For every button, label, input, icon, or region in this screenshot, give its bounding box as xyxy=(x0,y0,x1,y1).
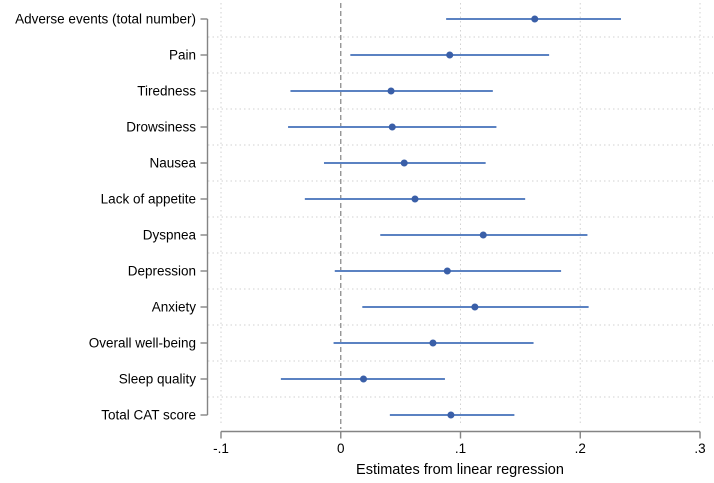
category-label: Sleep quality xyxy=(119,372,197,387)
x-tick-label: 0 xyxy=(337,441,345,456)
category-label: Lack of appetite xyxy=(101,192,196,207)
category-label: Overall well-being xyxy=(89,336,196,351)
point-estimate-marker xyxy=(360,375,368,383)
point-estimate-marker xyxy=(388,123,396,131)
x-tick-label: .3 xyxy=(694,441,705,456)
category-label: Tiredness xyxy=(137,84,196,99)
point-estimate-marker xyxy=(411,195,419,203)
label-layer: Adverse events (total number) Pain Tiredne… xyxy=(15,12,705,457)
data-layer xyxy=(280,15,621,419)
point-estimate-marker xyxy=(531,15,539,23)
gridline-layer xyxy=(208,3,713,426)
point-estimate-marker xyxy=(471,303,479,311)
category-label: Total CAT score xyxy=(101,408,196,423)
x-axis-title: Estimates from linear regression xyxy=(356,462,564,478)
point-estimate-marker xyxy=(387,87,395,95)
category-label: Nausea xyxy=(149,156,196,171)
axis-layer xyxy=(200,18,701,439)
point-estimate-marker xyxy=(429,339,437,347)
x-tick-label: .1 xyxy=(455,441,466,456)
x-tick-label: -.1 xyxy=(213,441,229,456)
category-label: Adverse events (total number) xyxy=(15,12,196,27)
category-label: Pain xyxy=(169,48,196,63)
category-label: Drowsiness xyxy=(126,120,196,135)
point-estimate-marker xyxy=(400,159,408,167)
category-label: Anxiety xyxy=(152,300,197,315)
point-estimate-marker xyxy=(479,231,487,239)
category-label: Depression xyxy=(128,264,196,279)
point-estimate-marker xyxy=(443,267,451,275)
x-tick-label: .2 xyxy=(575,441,586,456)
point-estimate-marker xyxy=(447,411,455,419)
category-label: Dyspnea xyxy=(143,228,197,243)
point-estimate-marker xyxy=(446,51,454,59)
